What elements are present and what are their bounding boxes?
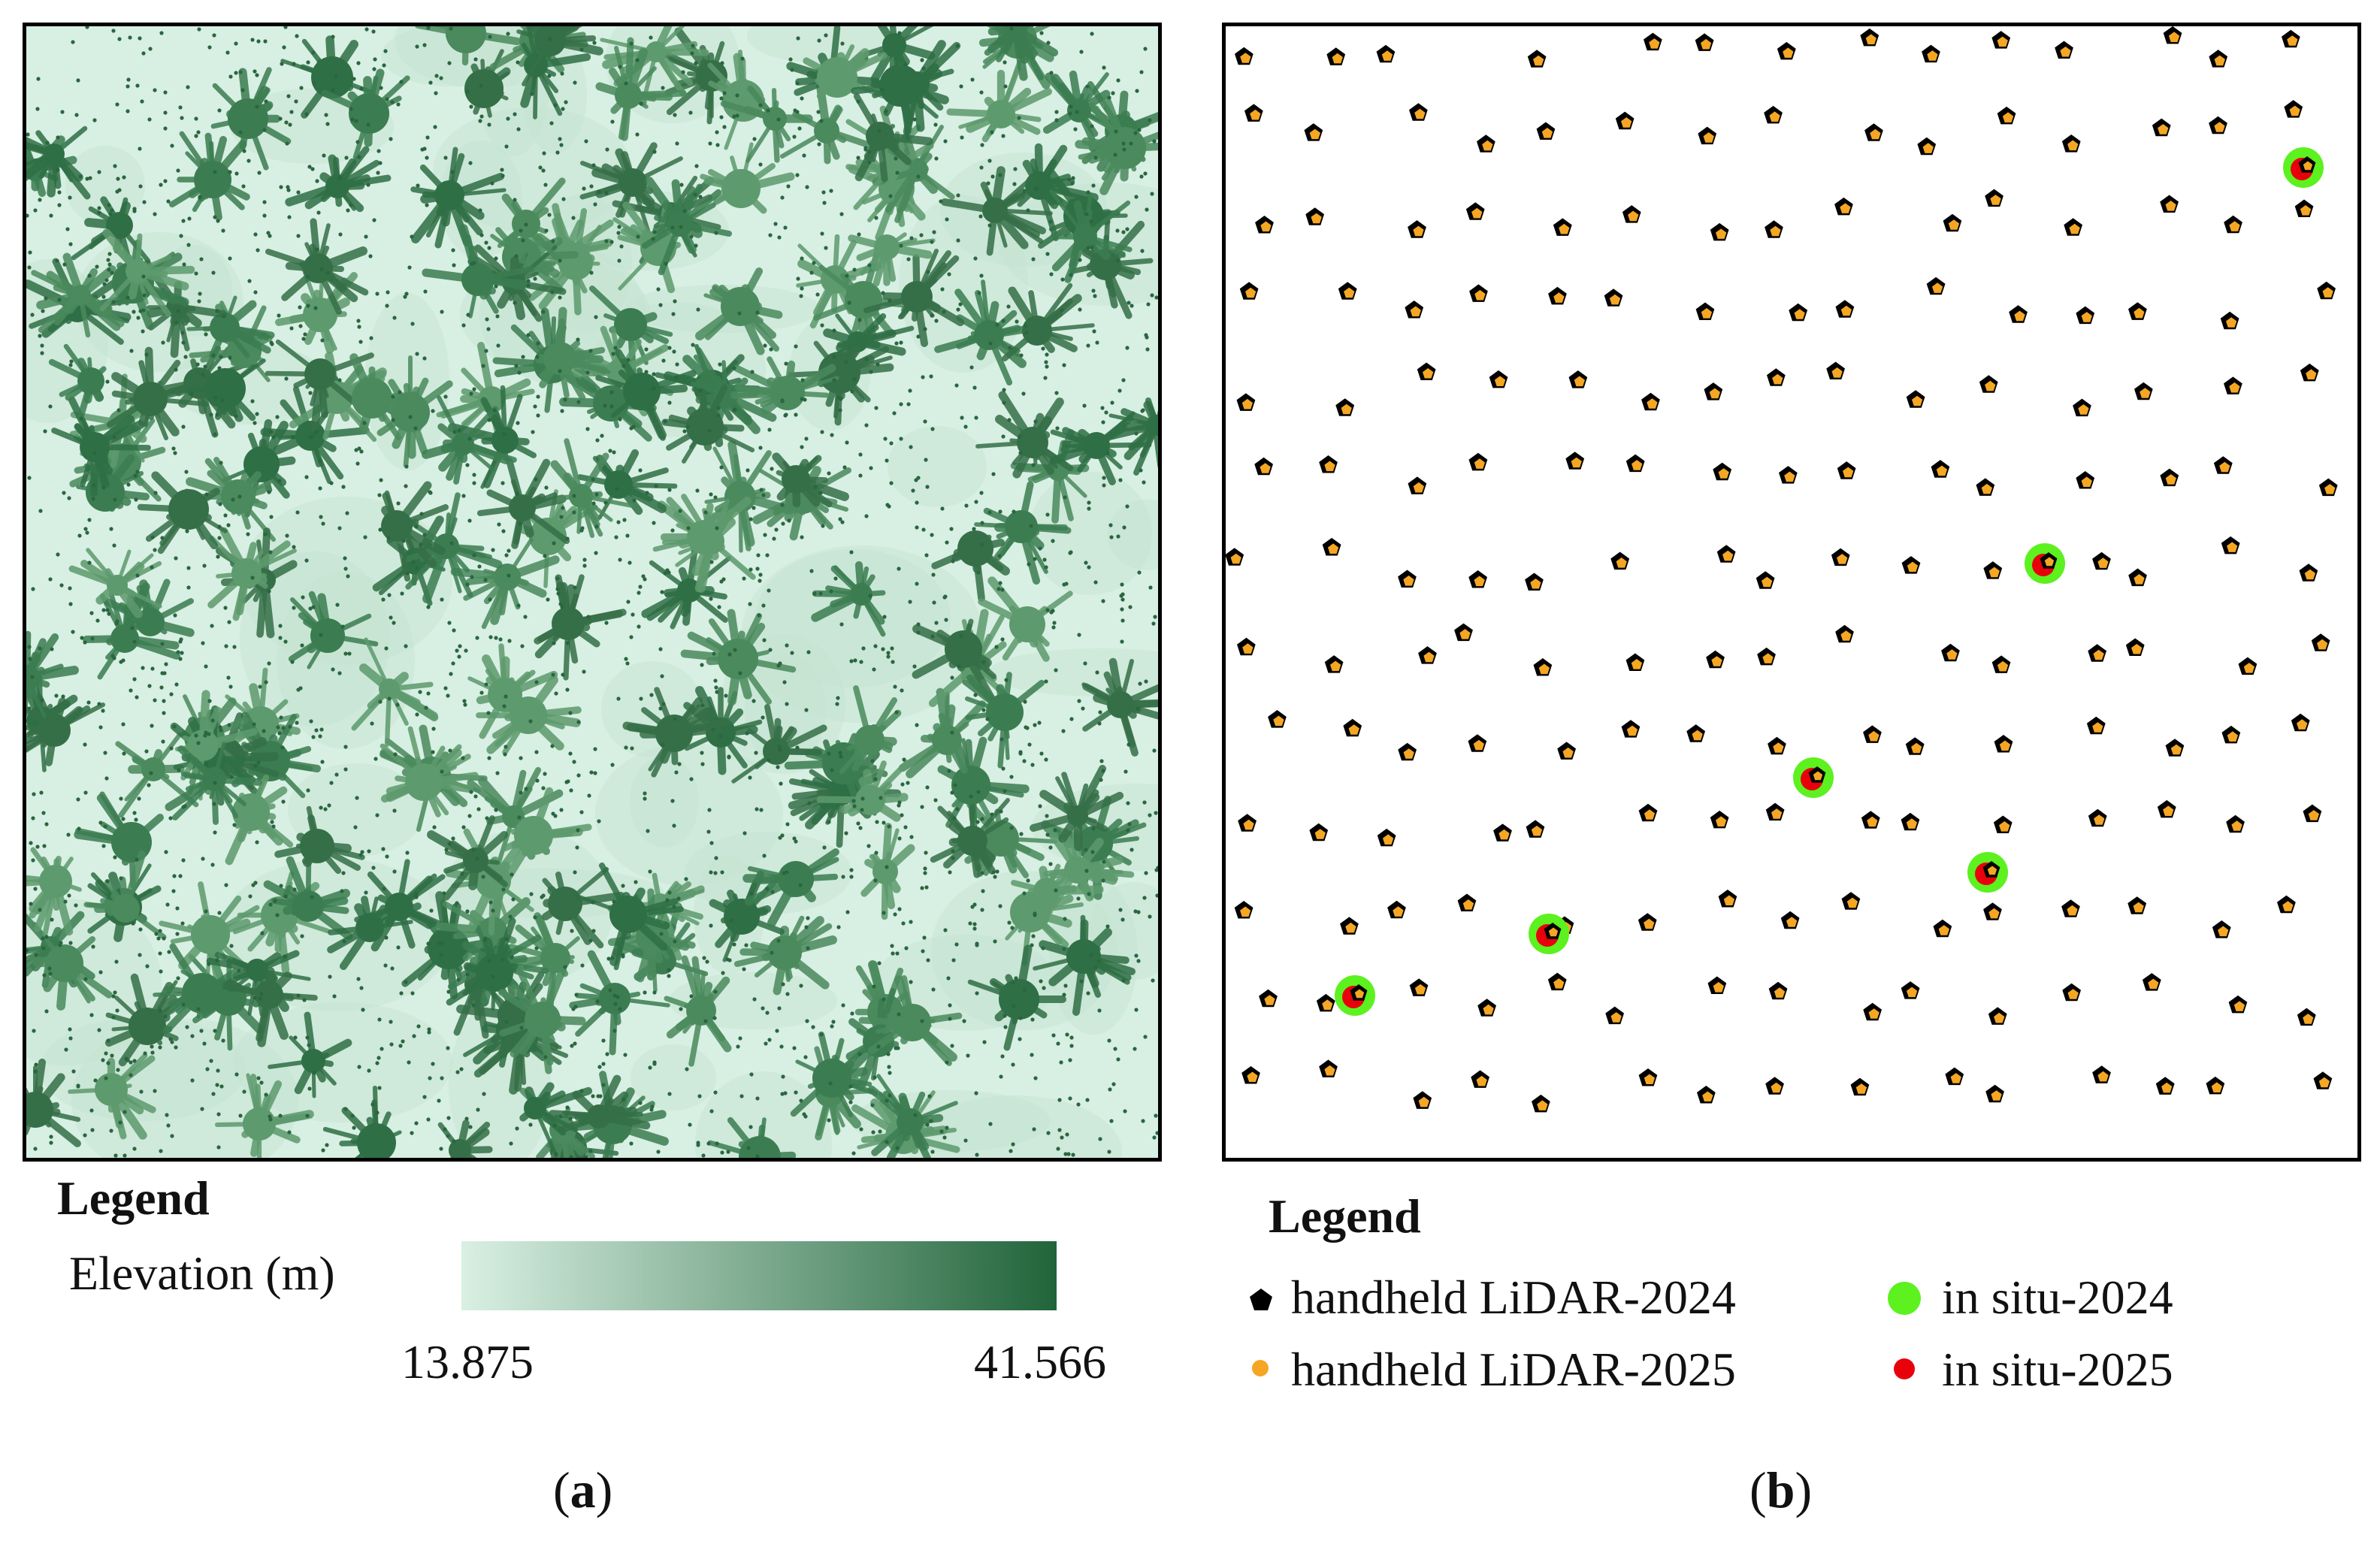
green-circle-icon bbox=[1888, 1282, 1921, 1315]
black-pentagon-icon bbox=[1250, 1289, 1272, 1310]
elevation-max-label: 41.566 bbox=[974, 1335, 1106, 1388]
elevation-colorbar bbox=[461, 1241, 1057, 1310]
elevation-label: Elevation (m) bbox=[69, 1246, 335, 1300]
legend-item-insitu-2024: in situ-2024 bbox=[1942, 1271, 2173, 1324]
elevation-min-label: 13.875 bbox=[401, 1335, 534, 1388]
red-dot-icon bbox=[1894, 1358, 1915, 1379]
elevation-canopy-layer bbox=[26, 26, 1158, 1158]
legend-title-a: Legend bbox=[57, 1171, 210, 1225]
caption-a: (a) bbox=[553, 1461, 613, 1518]
elevation-map bbox=[23, 23, 1162, 1162]
legend-item-lidar-2024: handheld LiDAR-2024 bbox=[1291, 1271, 1736, 1324]
legend-title-b: Legend bbox=[1269, 1189, 1421, 1243]
tree-position-map bbox=[1222, 23, 2361, 1162]
caption-b: (b) bbox=[1749, 1461, 1813, 1518]
legend-item-insitu-2025: in situ-2025 bbox=[1942, 1343, 2173, 1396]
orange-dot-icon bbox=[1252, 1360, 1269, 1376]
legend-item-lidar-2025: handheld LiDAR-2025 bbox=[1291, 1343, 1736, 1396]
tree-markers-layer bbox=[1226, 26, 2338, 1113]
